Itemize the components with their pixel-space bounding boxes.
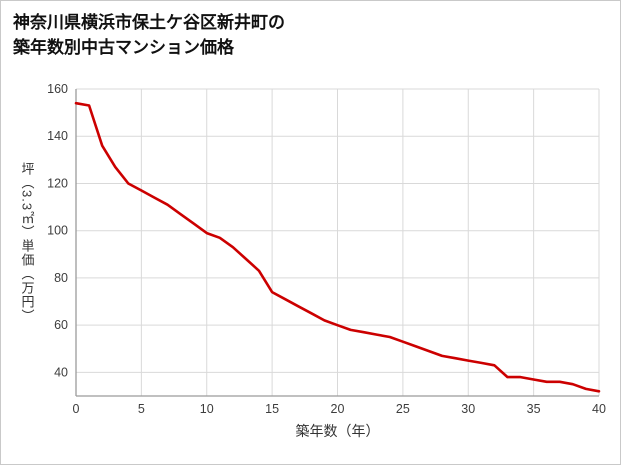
x-tick-label: 0 bbox=[73, 402, 80, 416]
x-axis-label: 築年数（年） bbox=[295, 423, 380, 439]
x-tick-label: 25 bbox=[396, 402, 410, 416]
x-tick-label: 40 bbox=[592, 402, 606, 416]
y-tick-label: 60 bbox=[54, 318, 68, 332]
x-tick-label: 35 bbox=[527, 402, 541, 416]
y-tick-label: 160 bbox=[47, 82, 68, 96]
y-axis-label: 坪（3.3㎡）単価（万円） bbox=[19, 161, 35, 324]
chart-title-line2: 築年数別中古マンション価格 bbox=[13, 37, 234, 57]
y-tick-label: 80 bbox=[54, 271, 68, 285]
y-tick-label: 140 bbox=[47, 129, 68, 143]
x-tick-label: 20 bbox=[331, 402, 345, 416]
y-tick-label: 100 bbox=[47, 224, 68, 238]
price-line-series bbox=[74, 101, 601, 393]
x-tick-label: 15 bbox=[265, 402, 279, 416]
x-tick-label: 30 bbox=[461, 402, 475, 416]
y-tick-label: 40 bbox=[54, 365, 68, 379]
chart-title: 神奈川県横浜市保土ケ谷区新井町の 築年数別中古マンション価格 bbox=[13, 11, 285, 60]
x-tick-label: 10 bbox=[200, 402, 214, 416]
chart-title-line1: 神奈川県横浜市保土ケ谷区新井町の bbox=[13, 13, 285, 32]
y-tick-label: 120 bbox=[47, 176, 68, 190]
x-tick-label: 5 bbox=[138, 402, 145, 416]
